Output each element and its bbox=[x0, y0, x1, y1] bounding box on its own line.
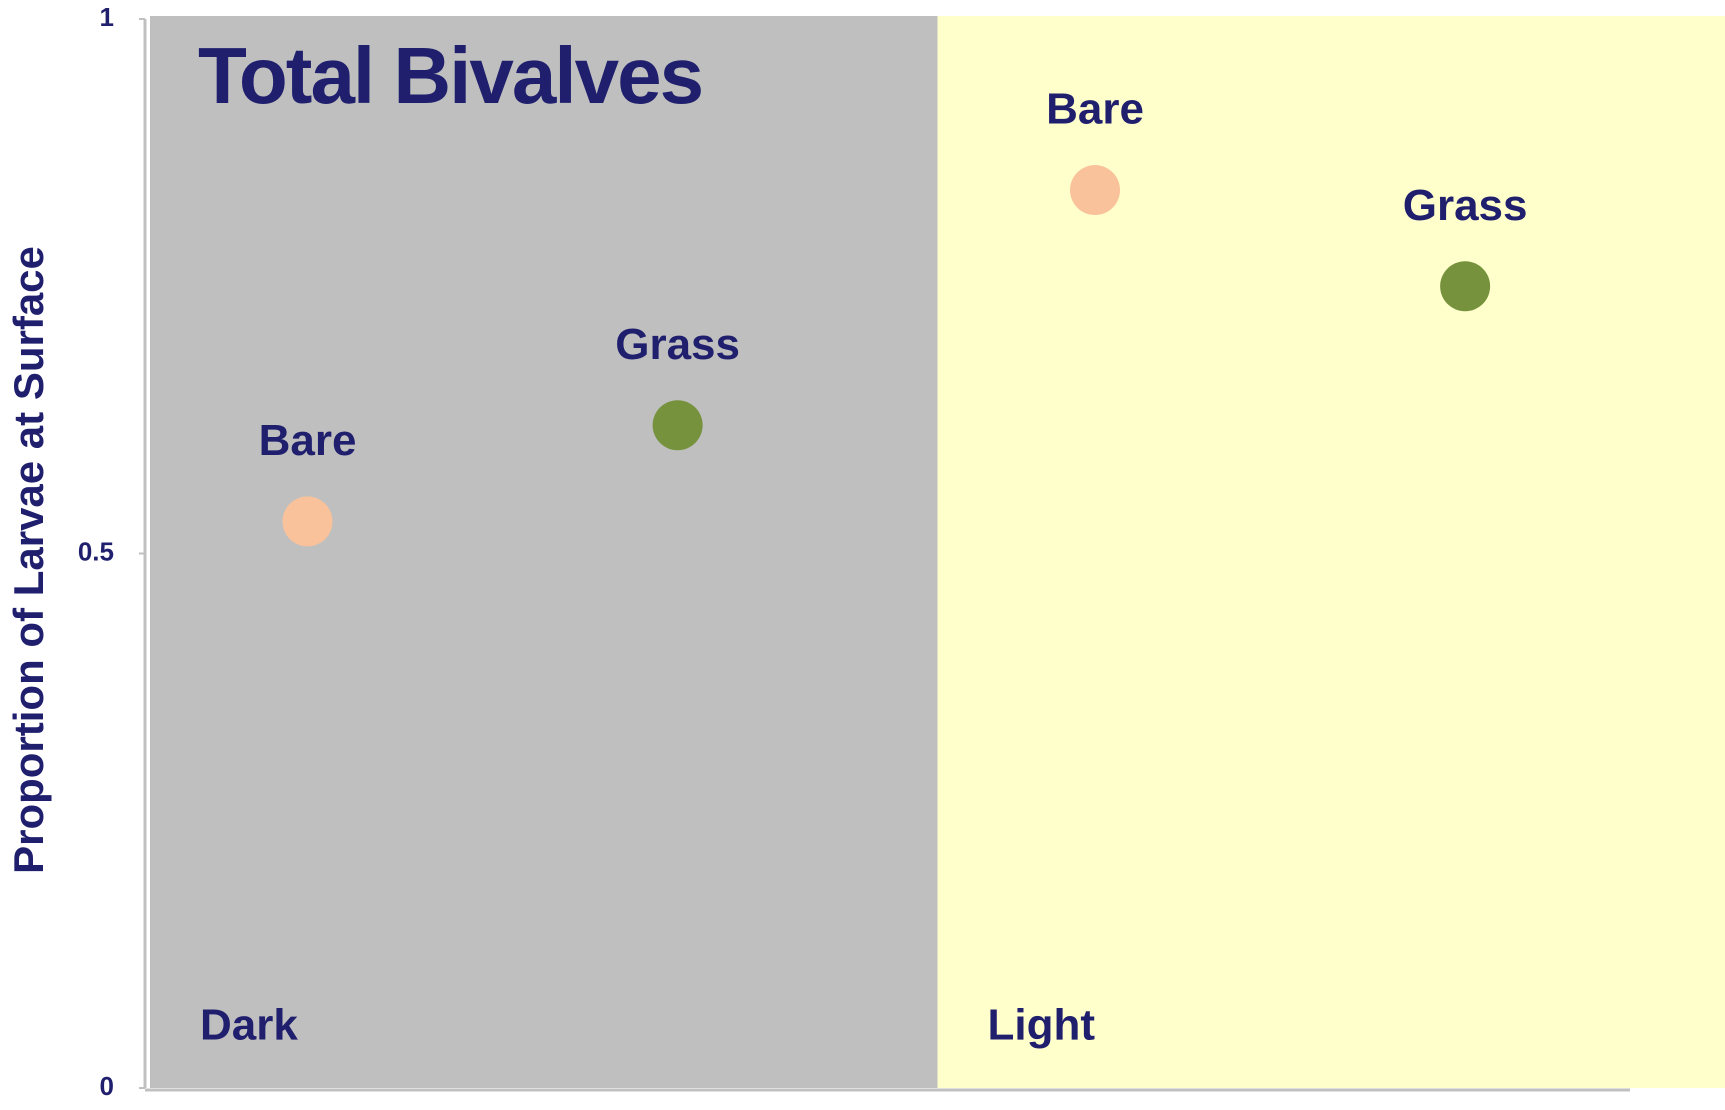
point bbox=[652, 400, 703, 451]
category-panel bbox=[150, 16, 938, 1088]
y-tick-label: 1 bbox=[100, 2, 114, 32]
category-label: Light bbox=[988, 1001, 1096, 1050]
point bbox=[1440, 261, 1491, 312]
point bbox=[282, 496, 333, 547]
y-tick-label: 0 bbox=[100, 1071, 114, 1101]
point-label: Bare bbox=[1046, 85, 1144, 134]
point-label: Grass bbox=[1403, 181, 1528, 230]
y-tick-label: 0.5 bbox=[78, 536, 114, 566]
category-panel bbox=[937, 16, 1725, 1088]
point-label: Grass bbox=[615, 320, 740, 369]
point bbox=[1070, 165, 1120, 216]
category-label: Dark bbox=[200, 1001, 298, 1050]
point-label: Bare bbox=[259, 416, 357, 465]
chart-title: Total Bivalves bbox=[198, 31, 702, 120]
y-axis-title: Proportion of Larvae at Surface bbox=[5, 246, 52, 874]
